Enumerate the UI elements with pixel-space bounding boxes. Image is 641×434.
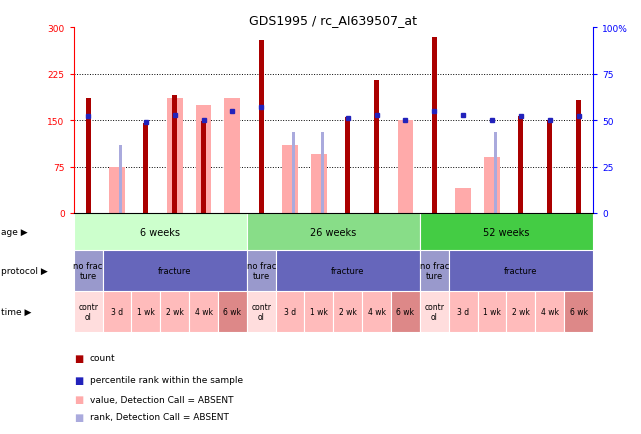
Bar <box>362 291 391 332</box>
Bar <box>276 291 304 332</box>
Bar <box>576 101 581 214</box>
Bar <box>109 167 125 214</box>
Bar <box>167 99 183 214</box>
Bar <box>506 291 535 332</box>
Bar <box>345 118 350 214</box>
Text: no frac
ture: no frac ture <box>420 261 449 280</box>
Text: contr
ol: contr ol <box>424 302 444 321</box>
Text: ■: ■ <box>74 412 83 421</box>
Text: fracture: fracture <box>158 266 192 275</box>
Bar <box>494 133 497 214</box>
Bar <box>519 116 523 214</box>
Text: 1 wk: 1 wk <box>137 307 154 316</box>
Bar <box>247 250 276 291</box>
Bar <box>224 99 240 214</box>
Bar <box>304 291 333 332</box>
Text: ■: ■ <box>74 395 83 404</box>
Bar <box>420 214 593 250</box>
Title: GDS1995 / rc_AI639507_at: GDS1995 / rc_AI639507_at <box>249 14 417 27</box>
Bar <box>374 81 379 214</box>
Bar <box>547 121 552 214</box>
Text: 4 wk: 4 wk <box>194 307 213 316</box>
Bar <box>189 291 218 332</box>
Bar <box>276 250 420 291</box>
Bar <box>292 133 296 214</box>
Text: 6 wk: 6 wk <box>396 307 415 316</box>
Bar <box>172 96 177 214</box>
Bar <box>449 250 593 291</box>
Text: no frac
ture: no frac ture <box>247 261 276 280</box>
Text: protocol ▶: protocol ▶ <box>1 266 48 275</box>
Bar <box>131 291 160 332</box>
Bar <box>218 291 247 332</box>
Bar <box>420 250 449 291</box>
Bar <box>103 291 131 332</box>
Bar <box>391 291 420 332</box>
Bar <box>103 250 247 291</box>
Text: no frac
ture: no frac ture <box>74 261 103 280</box>
Text: 2 wk: 2 wk <box>339 307 356 316</box>
Bar <box>535 291 564 332</box>
Text: percentile rank within the sample: percentile rank within the sample <box>90 375 243 384</box>
Bar <box>196 105 212 214</box>
Text: 26 weeks: 26 weeks <box>310 227 356 237</box>
Bar <box>397 121 413 214</box>
Bar <box>455 189 471 214</box>
Text: ■: ■ <box>74 375 83 385</box>
Text: 3 d: 3 d <box>284 307 296 316</box>
Text: rank, Detection Call = ABSENT: rank, Detection Call = ABSENT <box>90 412 229 421</box>
Bar <box>160 291 189 332</box>
Text: 6 weeks: 6 weeks <box>140 227 180 237</box>
Bar <box>311 155 327 214</box>
Text: 2 wk: 2 wk <box>512 307 529 316</box>
Bar <box>74 291 103 332</box>
Bar <box>282 145 298 214</box>
Bar <box>478 291 506 332</box>
Bar <box>247 291 276 332</box>
Bar <box>259 40 263 214</box>
Text: 4 wk: 4 wk <box>540 307 559 316</box>
Bar <box>119 145 122 214</box>
Text: contr
ol: contr ol <box>251 302 271 321</box>
Bar <box>484 158 500 214</box>
Text: 52 weeks: 52 weeks <box>483 227 529 237</box>
Bar <box>86 99 90 214</box>
Text: 4 wk: 4 wk <box>367 307 386 316</box>
Text: 3 d: 3 d <box>457 307 469 316</box>
Text: value, Detection Call = ABSENT: value, Detection Call = ABSENT <box>90 395 233 404</box>
Bar <box>432 37 437 214</box>
Text: 2 wk: 2 wk <box>166 307 183 316</box>
Text: fracture: fracture <box>504 266 538 275</box>
Text: 1 wk: 1 wk <box>310 307 328 316</box>
Bar <box>449 291 478 332</box>
Bar <box>74 250 103 291</box>
Bar <box>144 124 148 214</box>
Text: 6 wk: 6 wk <box>223 307 242 316</box>
Bar <box>74 214 247 250</box>
Bar <box>247 214 420 250</box>
Text: count: count <box>90 354 115 362</box>
Text: age ▶: age ▶ <box>1 227 28 237</box>
Text: time ▶: time ▶ <box>1 307 31 316</box>
Text: fracture: fracture <box>331 266 365 275</box>
Bar <box>564 291 593 332</box>
Text: 6 wk: 6 wk <box>569 307 588 316</box>
Text: 1 wk: 1 wk <box>483 307 501 316</box>
Bar <box>420 291 449 332</box>
Text: ■: ■ <box>74 353 83 363</box>
Text: 3 d: 3 d <box>111 307 123 316</box>
Bar <box>201 122 206 214</box>
Bar <box>320 133 324 214</box>
Bar <box>333 291 362 332</box>
Text: contr
ol: contr ol <box>78 302 98 321</box>
